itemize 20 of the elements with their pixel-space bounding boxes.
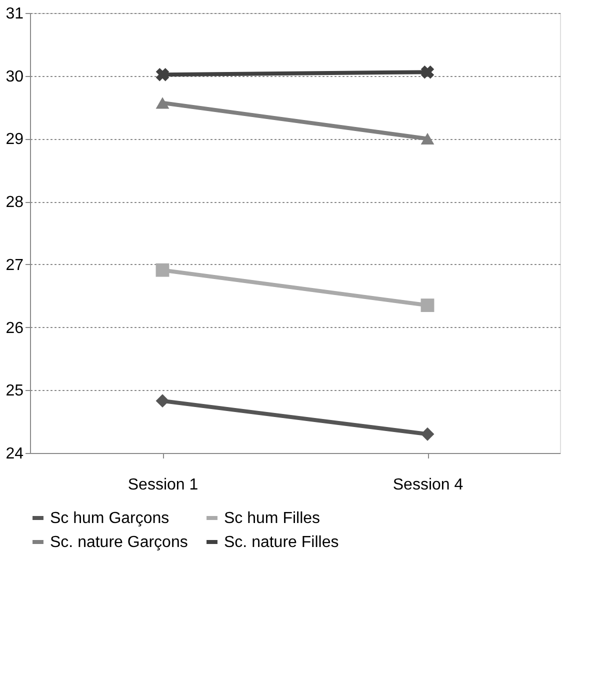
y-tick-label: 29	[6, 131, 24, 148]
y-tick-label: 27	[6, 256, 24, 274]
legend-label: Sc. nature Filles	[224, 534, 339, 551]
legend-label: Sc hum Garçons	[50, 510, 170, 527]
legend-label: Sc hum Filles	[224, 510, 320, 527]
point	[156, 394, 170, 408]
x-tick-label: Session 1	[128, 476, 198, 494]
y-tick-label: 25	[6, 382, 24, 400]
point	[420, 65, 434, 79]
point	[156, 68, 170, 82]
y-tick-label: 24	[6, 446, 24, 462]
x-tick-label: Session 4	[392, 476, 464, 494]
point	[156, 263, 170, 277]
point	[420, 427, 434, 441]
y-tick-label: 31	[6, 6, 24, 22]
y-tick-label: 28	[6, 194, 24, 212]
legend-label: Sc. nature Garçons	[50, 534, 188, 551]
y-tick-label: 26	[6, 320, 24, 337]
y-tick-label: 30	[6, 68, 24, 86]
point	[420, 298, 434, 312]
